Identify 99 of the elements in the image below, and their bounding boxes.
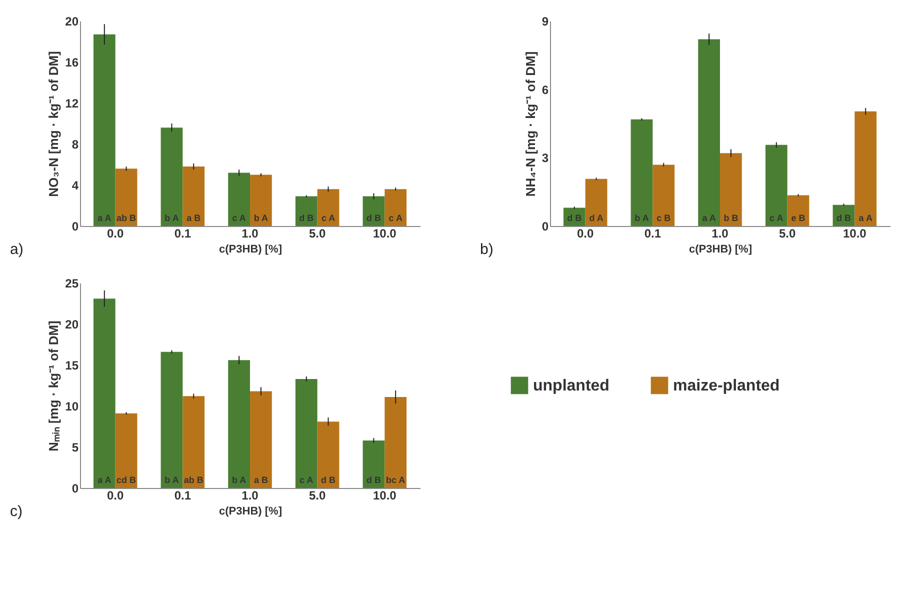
y-tick-label: 15 (65, 358, 79, 372)
data-label: d A (589, 213, 604, 223)
y-tick-label: 4 (72, 178, 79, 192)
x-axis-title: c(P3HB) [%] (219, 244, 282, 256)
y-tick-label: 8 (72, 138, 79, 152)
data-label: a A (98, 213, 112, 223)
bar (250, 391, 272, 488)
bar (317, 422, 340, 488)
y-tick-label: 3 (542, 151, 549, 166)
bar (115, 168, 138, 226)
y-tick-label: 12 (65, 96, 79, 110)
data-label: d B (321, 475, 336, 485)
bar (362, 440, 385, 488)
bar (384, 396, 407, 488)
legend-label: maize-planted (673, 377, 780, 394)
data-label: c A (770, 213, 784, 223)
data-label: b B (724, 213, 739, 223)
data-label: bc A (386, 475, 406, 485)
bar (228, 360, 250, 488)
x-tick-label: 0.1 (644, 226, 662, 240)
data-label: b A (232, 475, 247, 485)
data-label: a B (254, 475, 268, 485)
data-label: b A (164, 475, 180, 485)
bar (295, 196, 318, 226)
y-axis-title: Nₘᵢₙ [mg · kg⁻¹ of DM] (46, 320, 62, 452)
data-label: a A (98, 475, 112, 485)
bar (854, 111, 877, 226)
x-tick-label: 0.0 (577, 226, 594, 240)
y-tick-label: 16 (65, 56, 79, 70)
y-tick-label: 10 (65, 400, 79, 414)
bar (160, 352, 183, 488)
y-axis-title: NO₃-N [mg · kg⁻¹ of DM] (46, 51, 62, 197)
bar (765, 144, 788, 226)
data-label: c A (232, 213, 246, 223)
y-tick-label: 25 (65, 276, 79, 290)
legend-label: unplanted (533, 377, 610, 394)
x-tick-label: 5.0 (778, 226, 796, 240)
bar (93, 34, 116, 226)
data-label: a A (858, 213, 873, 223)
x-axis-title: c(P3HB) [%] (689, 244, 752, 256)
x-tick-label: 0.1 (174, 226, 192, 240)
data-label: b A (634, 213, 650, 223)
data-label: d B (836, 213, 852, 223)
x-tick-label: 1.0 (712, 226, 729, 240)
data-label: b A (254, 213, 269, 223)
data-label: c A (321, 213, 336, 223)
x-tick-label: 1.0 (242, 226, 259, 240)
y-tick-label: 9 (542, 14, 549, 28)
bar (787, 195, 810, 226)
text: b) (480, 241, 494, 258)
y-tick-label: 6 (542, 82, 549, 97)
y-tick-label: 0 (542, 220, 549, 234)
bar (115, 413, 138, 488)
bar (720, 153, 742, 226)
bar (160, 128, 183, 226)
bar (384, 189, 407, 226)
x-tick-label: 5.0 (308, 226, 326, 240)
data-label: c A (388, 213, 403, 223)
data-label: d B (366, 213, 382, 223)
data-label: ab B (116, 213, 137, 223)
data-label: ab B (184, 475, 204, 485)
text: a) (10, 241, 24, 258)
y-tick-label: 20 (65, 14, 79, 28)
y-axis-title: NH₄-N [mg · kg⁻¹ of DM] (522, 51, 538, 197)
data-label: b A (164, 213, 180, 223)
x-tick-label: 10.0 (842, 226, 867, 240)
x-tick-label: 5.0 (308, 488, 326, 502)
x-tick-label: 10.0 (372, 226, 397, 240)
data-label: e B (791, 213, 806, 223)
bar (93, 298, 116, 488)
y-tick-label: 0 (72, 482, 79, 496)
x-axis-title: c(P3HB) [%] (219, 506, 282, 518)
y-tick-label: 0 (72, 220, 79, 234)
data-label: d B (299, 213, 314, 223)
data-label: c B (656, 213, 672, 223)
data-label: d B (366, 475, 382, 485)
x-tick-label: 0.1 (174, 488, 192, 502)
y-tick-label: 20 (65, 318, 79, 332)
data-label: a B (186, 213, 202, 223)
bar (295, 378, 318, 488)
x-tick-label: 0.0 (107, 488, 124, 502)
data-label: c A (300, 475, 314, 485)
bar (630, 119, 653, 226)
y-tick-label: 5 (72, 440, 79, 454)
text: c) (10, 503, 22, 520)
x-tick-label: 0.0 (107, 226, 124, 240)
bar (585, 178, 608, 226)
bar (317, 189, 340, 226)
bar (652, 164, 675, 226)
data-label: d B (567, 213, 582, 223)
bar (182, 166, 205, 226)
bar (250, 174, 272, 226)
x-tick-label: 1.0 (242, 488, 259, 502)
data-label: cd B (116, 475, 137, 485)
x-tick-label: 10.0 (372, 488, 397, 502)
bar (228, 172, 250, 226)
bar (182, 396, 205, 488)
data-label: a A (702, 213, 716, 223)
bar (698, 39, 720, 226)
